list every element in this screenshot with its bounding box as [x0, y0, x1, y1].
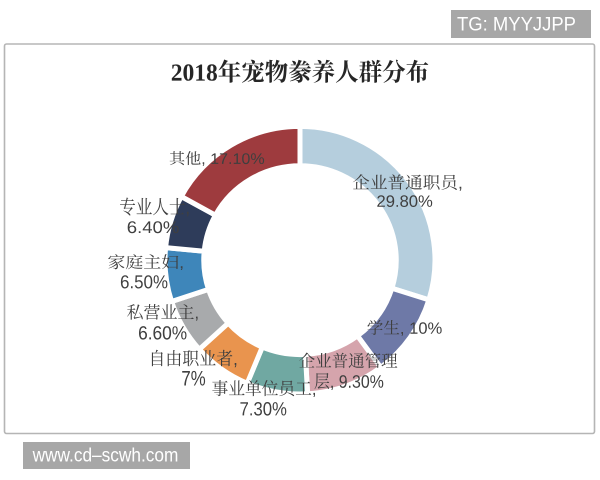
svg-text:www.cd–scwh.com: www.cd–scwh.com — [32, 445, 179, 467]
svg-text:TG: MYYJJPP: TG: MYYJJPP — [457, 14, 576, 36]
